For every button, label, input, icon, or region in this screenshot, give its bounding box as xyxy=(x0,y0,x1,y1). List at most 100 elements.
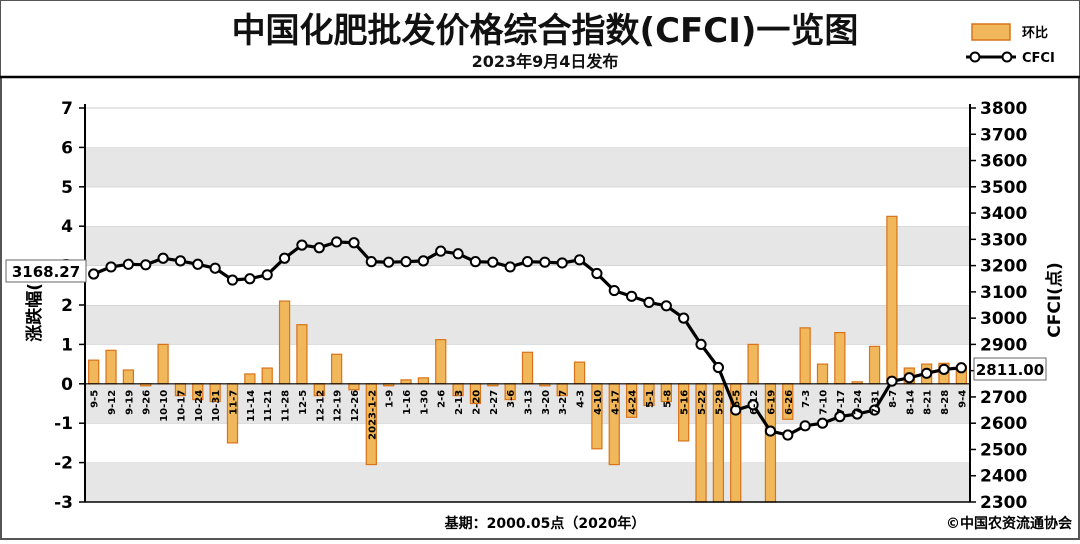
y2-tick-label: 3400 xyxy=(980,204,1027,224)
y2-tick-label: 2900 xyxy=(980,335,1027,355)
y2-tick-label: 2600 xyxy=(980,414,1027,434)
x-tick-label-11-21: 11-21 xyxy=(263,390,274,422)
x-tick-label-12-26: 12-26 xyxy=(350,390,361,422)
y2-tick-label: 3800 xyxy=(980,99,1027,119)
x-tick-label-11-28: 11-28 xyxy=(281,390,292,422)
cfci-point-4-17 xyxy=(608,284,620,297)
x-tick-label-11-7: 11-7 xyxy=(229,390,240,415)
bar-7-10 xyxy=(816,363,829,385)
cfci-point-12-26 xyxy=(348,237,360,249)
x-tick-label-10-10: 10-10 xyxy=(159,390,170,422)
grid-band xyxy=(85,147,970,187)
x-tick-label-9-5: 9-5 xyxy=(90,390,101,408)
x-tick-label-8-21: 8-21 xyxy=(923,390,934,415)
x-tick-label-5-1: 5-1 xyxy=(645,390,656,408)
legend-bar-swatch xyxy=(971,23,1011,41)
cfci-point-2023-1-2 xyxy=(365,256,377,268)
x-tick-label-12-19: 12-19 xyxy=(333,390,344,422)
x-tick-label-4-10: 4-10 xyxy=(593,390,604,415)
cfci-point-1-30 xyxy=(417,255,429,267)
cfci-line-series xyxy=(88,236,967,441)
y-tick-label: -1 xyxy=(54,414,73,434)
cfci-point-9-4 xyxy=(955,362,967,374)
header-strip xyxy=(1,1,1079,77)
chart-subtitle: 2023年9月4日发布 xyxy=(472,52,619,71)
x-tick-label-7-24: 7-24 xyxy=(853,390,864,415)
y-tick-label: 1 xyxy=(61,335,73,355)
x-tick-label-1-9: 1-9 xyxy=(385,390,396,408)
bar-11-21 xyxy=(261,367,273,385)
cfci-point-2-13 xyxy=(452,248,464,260)
cfci-point-10-31 xyxy=(209,262,221,274)
cfci-point-2-27 xyxy=(487,256,499,268)
x-tick-label-3-20: 3-20 xyxy=(541,390,552,415)
x-tick-label-2-27: 2-27 xyxy=(489,390,500,415)
x-tick-label-1-30: 1-30 xyxy=(419,390,430,415)
x-tick-label-8-14: 8-14 xyxy=(905,390,916,415)
bar-6-12 xyxy=(747,343,759,385)
x-tick-label-9-19: 9-19 xyxy=(124,390,135,415)
cfci-point-10-17 xyxy=(174,255,187,267)
x-tick-label-3-6: 3-6 xyxy=(506,390,517,408)
y2-tick-label: 3300 xyxy=(980,230,1027,250)
start-callout-text: 3168.27 xyxy=(12,263,80,281)
bar-9-19 xyxy=(122,369,135,385)
y2-tick-label: 2300 xyxy=(980,493,1027,513)
bar-11-28 xyxy=(278,300,291,385)
y2-tick-label: 2500 xyxy=(980,440,1027,460)
cfci-point-7-31 xyxy=(868,404,881,416)
x-tick-label-7-10: 7-10 xyxy=(819,390,830,415)
x-tick-label-9-12: 9-12 xyxy=(107,390,118,415)
y2-axis-label: CFCI(点) xyxy=(1044,262,1065,337)
cfci-point-4-24 xyxy=(626,290,638,302)
x-tick-labels: 9-5 9-12 9-19 9-26 10-10 10-17 10-24 10-31 11-7 1… xyxy=(90,390,969,440)
grid-band xyxy=(85,423,970,463)
x-tick-label-4-3: 4-3 xyxy=(576,390,587,408)
x-tick-label-2-20: 2-20 xyxy=(471,390,482,415)
cfci-point-9-12 xyxy=(105,261,117,273)
cfci-point-7-24 xyxy=(851,408,863,420)
x-tick-label-2-6: 2-6 xyxy=(437,390,448,408)
x-tick-label-7-3: 7-3 xyxy=(801,390,812,408)
x-tick-label-12-5: 12-5 xyxy=(298,390,309,415)
x-tick-label-6-5: 6-5 xyxy=(732,390,743,408)
y-tick-label: -2 xyxy=(54,454,73,474)
cfci-point-11-21 xyxy=(261,269,273,281)
cfci-point-2-20 xyxy=(469,256,482,268)
bar-12-5 xyxy=(296,324,308,385)
cfci-point-10-10 xyxy=(157,252,169,264)
x-tick-label-3-13: 3-13 xyxy=(524,390,535,415)
cfci-point-8-14 xyxy=(903,372,915,384)
x-tick-label-10-31: 10-31 xyxy=(211,390,222,422)
x-tick-label-4-24: 4-24 xyxy=(628,390,639,415)
cfci-point-6-12 xyxy=(747,399,759,411)
legend-line-marker-left xyxy=(969,51,981,63)
chart-title: 中国化肥批发价格综合指数(CFCI)一览图 xyxy=(232,11,859,51)
start-callout-box xyxy=(5,259,87,283)
y-tick-label: 2 xyxy=(61,296,73,316)
y2-tick-label: 3600 xyxy=(980,152,1027,172)
cfci-point-7-10 xyxy=(816,417,829,429)
cfci-point-5-1 xyxy=(643,296,655,308)
cfci-point-8-21 xyxy=(921,367,933,379)
y2-tick-label: 3200 xyxy=(980,257,1027,277)
x-tick-label-7-17: 7-17 xyxy=(836,390,847,415)
bar-9-12 xyxy=(105,349,117,385)
bar-12-26 xyxy=(348,383,360,391)
x-tick-label-12-12: 12-12 xyxy=(315,390,326,422)
cfci-point-8-28 xyxy=(938,363,950,375)
legend: 环比 CFCI xyxy=(966,23,1055,66)
cfci-point-9-19 xyxy=(122,258,134,270)
bar-7-31 xyxy=(868,345,881,385)
cfci-point-5-22 xyxy=(695,338,707,350)
x-tick-label-2023-1-2: 2023-1-2 xyxy=(367,390,378,440)
cfci-point-4-10 xyxy=(591,267,603,280)
grid-band xyxy=(85,305,970,345)
legend-line-marker-right xyxy=(1001,51,1013,63)
x-tick-label-3-27: 3-27 xyxy=(558,390,569,415)
grid-band xyxy=(85,186,970,227)
bar-4-3 xyxy=(573,361,586,385)
cfci-point-5-8 xyxy=(660,300,672,312)
